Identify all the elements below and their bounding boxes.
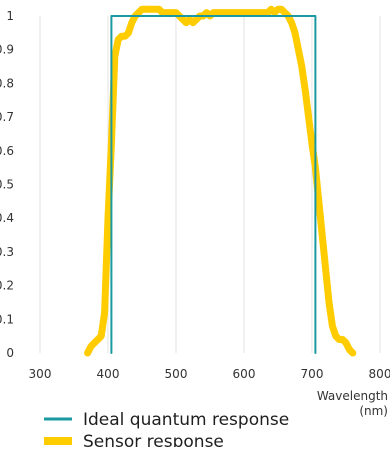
x-axis-title-line1: Wavelength	[317, 389, 388, 403]
legend-label-ideal: Ideal quantum response	[83, 410, 289, 430]
legend: Ideal quantum response Sensor response	[44, 410, 289, 451]
x-tick-label: 600	[233, 367, 256, 381]
y-tick-label: 0.7	[0, 110, 14, 124]
x-tick-label: 500	[165, 367, 188, 381]
series-layer	[84, 5, 357, 357]
legend-label-sensor: Sensor response	[83, 432, 224, 447]
series-line-ideal-quantum-response	[110, 15, 317, 354]
y-tick-label: 0.4	[0, 211, 14, 225]
y-tick-label: 0.8	[0, 76, 14, 90]
y-tick-label: 0.3	[0, 245, 14, 259]
series-line-sensor-response	[84, 5, 357, 357]
legend-item-sensor: Sensor response	[44, 432, 224, 451]
y-tick-label: 0	[6, 346, 14, 360]
x-tick-label: 800	[369, 367, 390, 381]
y-tick-label: 0.5	[0, 178, 14, 192]
grid-layer	[39, 16, 381, 353]
x-tick-label: 300	[29, 367, 52, 381]
y-tick-label: 0.2	[0, 279, 14, 293]
y-tick-label: 0.1	[0, 312, 14, 326]
x-tick-label: 400	[97, 367, 120, 381]
tick-label-layer: 300 400 500 600 700 800 0 0.1 0.2 0.3 0.4 0.5 0.6 0.7…	[0, 9, 390, 381]
legend-item-ideal: Ideal quantum response	[44, 410, 289, 430]
y-tick-label: 0.6	[0, 144, 14, 158]
y-tick-label: 1	[6, 9, 14, 23]
x-axis-title-line2: (nm)	[359, 404, 388, 418]
x-tick-label: 700	[301, 367, 324, 381]
y-tick-label: 0.9	[0, 43, 14, 57]
